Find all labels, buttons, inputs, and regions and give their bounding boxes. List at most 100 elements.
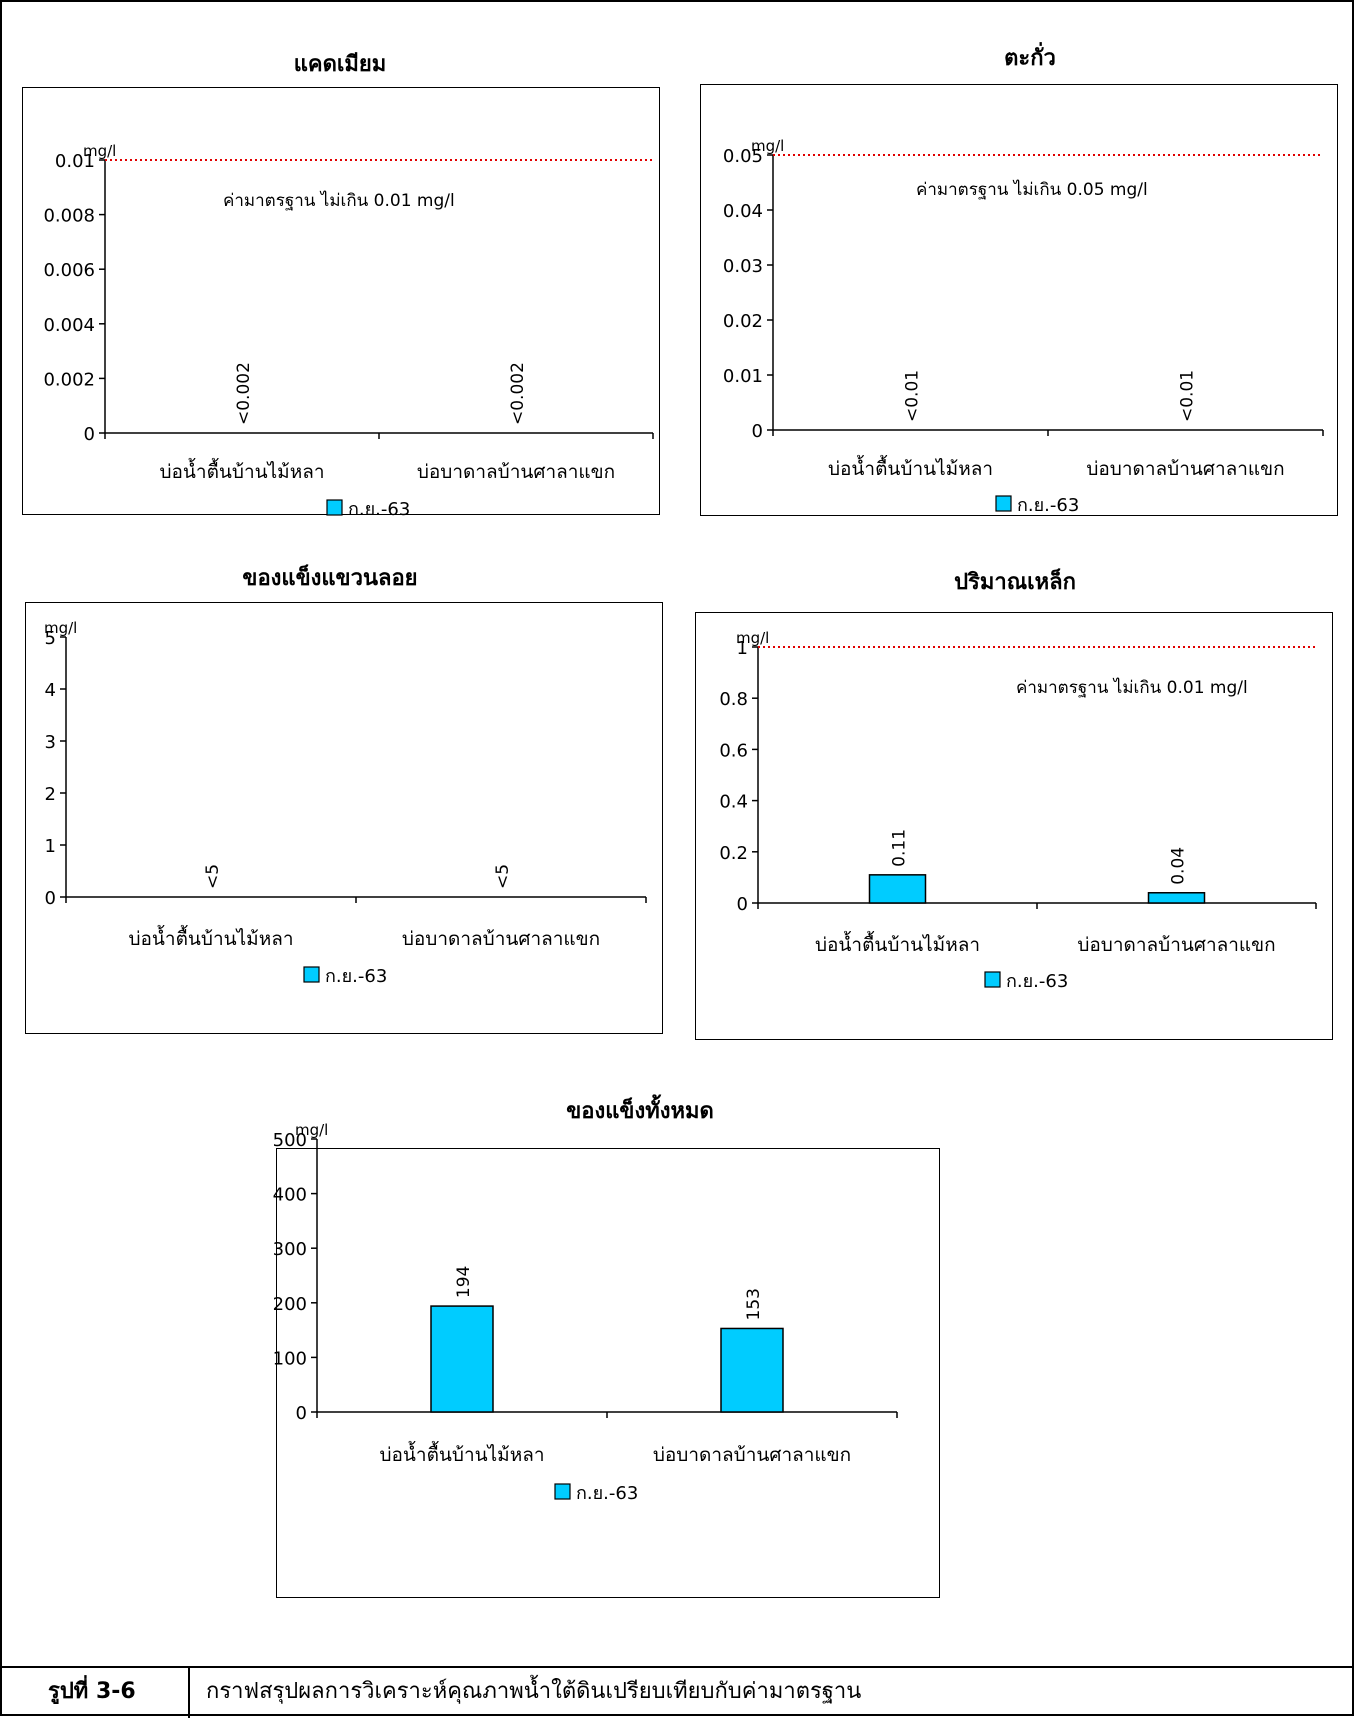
y-tick-label: 0.008 — [43, 206, 95, 227]
y-tick-label: 0.2 — [719, 843, 748, 864]
legend-label: ก.ย.-63 — [348, 499, 410, 520]
category-label: บ่อบาดาลบ้านศาลาแขก — [653, 1444, 851, 1466]
data-label: <5 — [203, 864, 223, 889]
legend-label: ก.ย.-63 — [1017, 495, 1079, 516]
y-tick-label: 2 — [45, 784, 56, 805]
data-label: <0.01 — [1178, 370, 1198, 422]
plot-area: 0 0.2 0.4 0.6 0.8 1mg/l ค่ามาตรฐาน ไม่เกิน 0.0… — [719, 629, 1317, 992]
y-tick-label: 0 — [45, 888, 56, 909]
category-label: บ่อบาดาลบ้านศาลาแขก — [402, 928, 600, 950]
category-label: บ่อน้ำตื้นบ้านไม้หลา — [815, 931, 980, 956]
chart-panel-iron: 0 0.2 0.4 0.6 0.8 1 mg/l ค่ามาตรฐาน ไม่เกิน 0.0… — [695, 612, 1333, 1040]
bar — [1147, 892, 1206, 904]
legend-label: ก.ย.-63 — [325, 966, 387, 987]
y-tick-label: 0.02 — [723, 311, 763, 332]
bar — [430, 1305, 494, 1413]
chart-iron: 0 0.2 0.4 0.6 0.8 1mg/l ค่ามาตรฐาน ไม่เกิน 0.0… — [719, 629, 1317, 992]
y-tick-label: 0.6 — [719, 740, 748, 761]
standard-annotation: ค่ามาตรฐาน ไม่เกิน 0.01 mg/l — [1016, 677, 1248, 698]
y-tick-label: 5 — [45, 628, 56, 649]
data-label: <0.002 — [508, 362, 528, 425]
data-label: <0.002 — [234, 362, 254, 425]
y-tick-label: 0 — [296, 1403, 307, 1424]
y-tick-label: 1 — [737, 638, 748, 659]
chart-title: ปริมาณเหล็ก — [954, 570, 1076, 595]
y-tick-label: 0 — [737, 894, 748, 915]
chart-title: ของแข็งแขวนลอย — [242, 566, 418, 591]
y-tick-label: 0.03 — [723, 256, 763, 277]
caption-text: กราฟสรุปผลการวิเคราะห์คุณภาพน้ำใต้ดินเปร… — [206, 1679, 862, 1704]
y-tick-label: 3 — [45, 732, 56, 753]
unit-label: mg/l — [751, 137, 784, 155]
category-label: บ่อน้ำตื้นบ้านไม้หลา — [828, 455, 993, 480]
legend-label: ก.ย.-63 — [1006, 971, 1068, 992]
unit-label: mg/l — [295, 1121, 328, 1139]
unit-label: mg/l — [83, 142, 116, 160]
bar — [720, 1327, 784, 1413]
legend-swatch — [554, 1483, 571, 1500]
category-label: บ่อบาดาลบ้านศาลาแขก — [1077, 934, 1275, 956]
chart-panel-lead: 0 0.01 0.02 0.03 0.04 0.05 mg/l ค่ามาตรฐาน ไม่เ… — [700, 84, 1338, 516]
y-tick-label: 400 — [273, 1185, 307, 1206]
data-label: 0.04 — [1169, 847, 1189, 885]
legend: ก.ย.-63 — [303, 966, 387, 987]
y-tick-label: 0.05 — [723, 146, 763, 167]
unit-label: mg/l — [44, 619, 77, 637]
y-tick-label: 0.01 — [723, 366, 763, 387]
data-label: 194 — [454, 1266, 474, 1298]
caption-label: รูปที่ 3-6 — [0, 1668, 190, 1718]
chart-title: ตะกั่ว — [1004, 46, 1056, 71]
data-label: 0.11 — [890, 829, 910, 867]
y-tick-label: 300 — [273, 1239, 307, 1260]
standard-annotation: ค่ามาตรฐาน ไม่เกิน 0.05 mg/l — [916, 179, 1148, 200]
figure-caption: รูปที่ 3-6 กราฟสรุปผลการวิเคราะห์คุณภาพน… — [0, 1666, 1354, 1718]
category-label: บ่อน้ำตื้นบ้านไม้หลา — [159, 458, 324, 483]
chart-suspended-solids: 0 1 2 3 4 5mg/l <5 บ่อน้ำตื้นบ้านไม้หลา <5 บ่อบาด… — [44, 619, 647, 987]
category-label: บ่อน้ำตื้นบ้านไม้หลา — [128, 925, 293, 950]
y-tick-label: 0.4 — [719, 792, 748, 813]
category-label: บ่อน้ำตื้นบ้านไม้หลา — [379, 1441, 544, 1466]
y-tick-label: 200 — [273, 1294, 307, 1315]
legend: ก.ย.-63 — [995, 495, 1079, 516]
legend: ก.ย.-63 — [554, 1483, 638, 1504]
unit-label: mg/l — [736, 629, 769, 647]
y-tick-label: 0 — [84, 424, 95, 445]
y-tick-label: 100 — [273, 1348, 307, 1369]
legend: ก.ย.-63 — [984, 971, 1068, 992]
y-tick-label: 4 — [45, 680, 56, 701]
bar — [868, 874, 927, 904]
standard-annotation: ค่ามาตรฐาน ไม่เกิน 0.01 mg/l — [223, 190, 455, 211]
legend-swatch — [984, 971, 1001, 988]
chart-panel-suspended-solids: 0 1 2 3 4 5 mg/l <5 บ่อน้ำตื้นบ้านไม้หลา <5 บ่อบาด… — [25, 602, 663, 1034]
chart-panel-cadmium: 0 0.002 0.004 0.006 0.008 0.01 mg/l ค่ามาตรฐาน … — [22, 87, 660, 520]
legend-swatch — [303, 966, 320, 983]
y-tick-label: 500 — [273, 1130, 307, 1151]
data-label: <0.01 — [903, 370, 923, 422]
chart-panel-total-solids: 0 100 200 300 400 500 mg/l 194 บ่อน้ำตื้นบ้านไม้… — [273, 1121, 940, 1598]
legend-swatch — [326, 499, 343, 516]
legend-swatch — [995, 495, 1012, 512]
chart-title: แคดเมียม — [293, 52, 387, 77]
category-label: บ่อบาดาลบ้านศาลาแขก — [1086, 458, 1284, 480]
plot-area: 0 1 2 3 4 5mg/l <5 บ่อน้ำตื้นบ้านไม้หลา <5 บ่อบาด… — [44, 619, 647, 987]
data-label: <5 — [493, 864, 513, 889]
category-label: บ่อบาดาลบ้านศาลาแขก — [417, 461, 615, 483]
y-tick-label: 0 — [752, 421, 763, 442]
y-tick-label: 0.006 — [43, 260, 95, 281]
y-tick-label: 0.8 — [719, 689, 748, 710]
y-tick-label: 0.01 — [55, 151, 95, 172]
legend: ก.ย.-63 — [326, 499, 410, 520]
data-label: 153 — [744, 1288, 764, 1320]
legend-label: ก.ย.-63 — [576, 1483, 638, 1504]
y-tick-label: 1 — [45, 836, 56, 857]
chart-title: ของแข็งทั้งหมด — [566, 1099, 714, 1124]
y-tick-label: 0.004 — [43, 315, 95, 336]
y-tick-label: 0.04 — [723, 201, 763, 222]
